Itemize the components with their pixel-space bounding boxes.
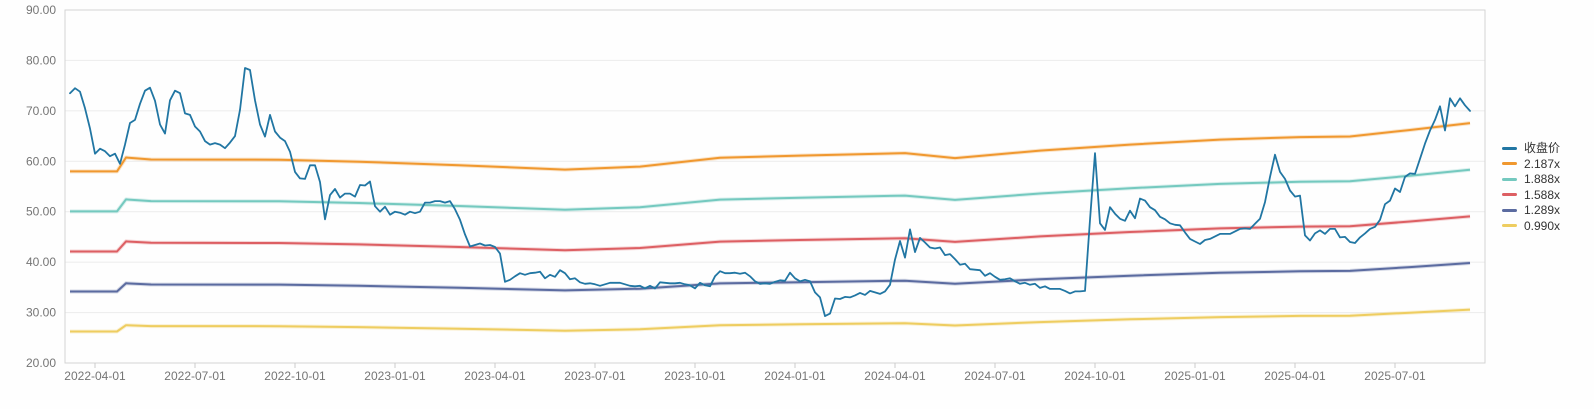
x-axis-label: 2024-01-01: [764, 369, 826, 383]
y-axis-label: 20.00: [26, 356, 56, 370]
plot-border: [64, 9, 1486, 364]
legend-item-0.990x[interactable]: 0.990x: [1502, 220, 1560, 233]
band-line-1.588x: [70, 215, 1471, 253]
legend-item-close-price[interactable]: 收盘价: [1502, 142, 1560, 155]
chart-legend: 收盘价 2.187x 1.888x 1.588x 1.289x 0.990x: [1502, 142, 1560, 232]
band-line-halo-1.588x: [70, 214, 1471, 254]
band-line-halo-1.888x: [70, 167, 1471, 214]
x-axis-label: 2022-04-01: [64, 369, 126, 383]
legend-swatch-icon: [1502, 162, 1517, 166]
legend-swatch-icon: [1502, 146, 1517, 150]
legend-swatch-icon: [1502, 193, 1517, 197]
x-axis-label: 2023-10-01: [664, 369, 726, 383]
y-axis-label: 40.00: [26, 255, 56, 269]
band-line-halo-2.187x: [70, 121, 1471, 174]
y-axis-label: 30.00: [26, 306, 56, 320]
legend-item-1.888x[interactable]: 1.888x: [1502, 173, 1560, 186]
x-axis-label: 2023-04-01: [464, 369, 526, 383]
legend-label: 1.888x: [1524, 172, 1561, 187]
x-axis-label: 2024-10-01: [1064, 369, 1126, 383]
x-axis-label: 2025-07-01: [1364, 369, 1426, 383]
band-line-1.289x: [70, 262, 1471, 293]
legend-label: 0.990x: [1524, 218, 1561, 233]
band-line-1.888x: [70, 168, 1471, 213]
x-axis-label: 2024-07-01: [964, 369, 1026, 383]
y-axis-label: 60.00: [26, 154, 56, 168]
legend-swatch-icon: [1502, 177, 1517, 181]
band-line-halo-1.289x: [70, 261, 1471, 294]
x-axis-label: 2025-01-01: [1164, 369, 1226, 383]
legend-swatch-icon: [1502, 224, 1517, 228]
y-axis-label: 70.00: [26, 104, 56, 118]
legend-label: 2.187x: [1524, 156, 1561, 171]
x-axis-label: 2023-07-01: [564, 369, 626, 383]
y-axis-label: 80.00: [26, 53, 56, 67]
legend-label: 1.289x: [1524, 203, 1561, 218]
legend-item-1.289x[interactable]: 1.289x: [1502, 204, 1560, 217]
series-line-close-price: [69, 67, 1471, 318]
x-axis-label: 2025-04-01: [1264, 369, 1326, 383]
x-axis-label: 2023-01-01: [364, 369, 426, 383]
y-axis-label: 50.00: [26, 205, 56, 219]
y-axis-label: 90.00: [26, 3, 56, 17]
x-axis-label: 2022-07-01: [164, 369, 226, 383]
legend-label: 1.588x: [1524, 187, 1561, 202]
band-line-2.187x: [70, 122, 1471, 173]
band-line-0.990x: [70, 308, 1471, 333]
legend-label: 收盘价: [1524, 141, 1561, 156]
legend-swatch-icon: [1502, 208, 1517, 212]
legend-item-2.187x[interactable]: 2.187x: [1502, 158, 1560, 171]
x-axis-label: 2022-10-01: [264, 369, 326, 383]
legend-item-1.588x[interactable]: 1.588x: [1502, 189, 1560, 202]
x-axis-label: 2024-04-01: [864, 369, 926, 383]
